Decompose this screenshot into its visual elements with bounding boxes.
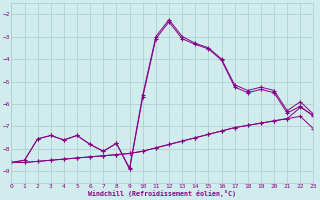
X-axis label: Windchill (Refroidissement éolien,°C): Windchill (Refroidissement éolien,°C) bbox=[88, 190, 236, 197]
